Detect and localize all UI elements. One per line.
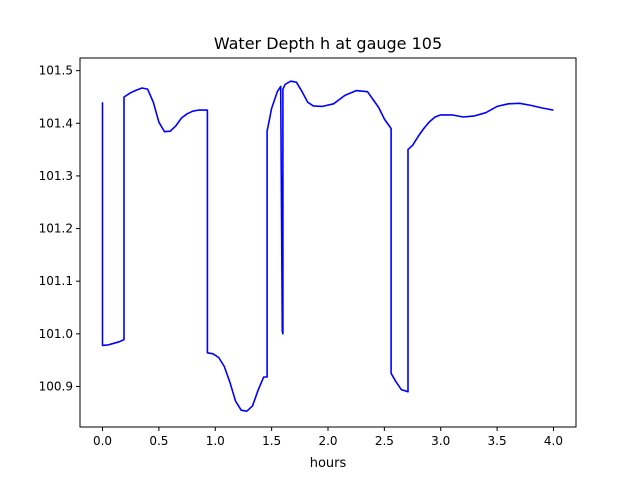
x-tick-label: 0.0 bbox=[93, 434, 112, 448]
series-line-0 bbox=[101, 80, 554, 413]
x-tick-label: 4.0 bbox=[544, 434, 563, 448]
plot-area-frame bbox=[79, 57, 577, 428]
x-tick-label: 1.5 bbox=[262, 434, 281, 448]
x-tick-label: 3.0 bbox=[431, 434, 450, 448]
y-tick-label: 101.1 bbox=[39, 274, 73, 288]
x-tick-label: 3.5 bbox=[488, 434, 507, 448]
y-tick-label: 101.4 bbox=[39, 116, 73, 130]
x-tick-label: 1.0 bbox=[206, 434, 225, 448]
x-tick-label: 2.5 bbox=[375, 434, 394, 448]
y-tick-label: 101.3 bbox=[39, 169, 73, 183]
axes: 0.0 0.5 1.0 1.5 2.0 2.5 3.0 3.5 4.0 100.9 101.0 101… bbox=[39, 64, 563, 448]
x-tick-label: 2.0 bbox=[318, 434, 337, 448]
x-axis-label: hours bbox=[310, 456, 347, 471]
y-tick-label: 101.0 bbox=[39, 327, 73, 341]
y-tick-label: 101.2 bbox=[39, 222, 73, 236]
series-group bbox=[101, 80, 554, 413]
chart-title: Water Depth h at gauge 105 bbox=[214, 34, 442, 53]
x-tick-label: 0.5 bbox=[149, 434, 168, 448]
y-tick-label: 101.5 bbox=[39, 64, 73, 78]
y-tick-label: 100.9 bbox=[39, 379, 73, 393]
